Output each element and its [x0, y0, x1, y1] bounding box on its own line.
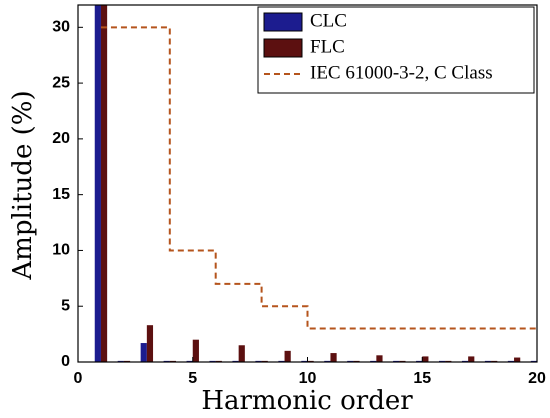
bar [284, 350, 291, 362]
bar [468, 356, 475, 362]
bar [376, 355, 383, 362]
legend-label: CLC [310, 10, 347, 31]
legend-swatch [263, 38, 303, 58]
y-tick-label: 0 [61, 353, 70, 370]
x-tick-label: 10 [299, 370, 317, 387]
y-tick-label: 30 [52, 19, 70, 36]
y-axis-label: Amplitude (%) [8, 90, 38, 280]
y-tick-label: 10 [52, 242, 70, 259]
bar [537, 361, 543, 362]
bar [238, 345, 245, 362]
x-tick-label: 0 [74, 370, 83, 387]
bar [94, 5, 101, 362]
bar [146, 325, 154, 362]
x-tick-label: 5 [188, 370, 197, 387]
y-tick-label: 5 [61, 297, 70, 314]
bar [192, 339, 199, 362]
bar [422, 356, 429, 362]
legend-box [257, 6, 535, 94]
y-tick-label: 15 [52, 186, 70, 203]
x-axis-label: Harmonic order [201, 386, 413, 416]
x-tick-label: 20 [528, 370, 546, 387]
bar [100, 5, 108, 362]
x-tick-label: 15 [413, 370, 431, 387]
y-tick-label: 20 [52, 130, 70, 147]
y-tick-label: 25 [52, 74, 70, 91]
bar [330, 353, 337, 362]
legend-swatch [263, 12, 303, 32]
legend: CLC FLC IEC 61000-3-2, C Class [257, 6, 535, 94]
legend-label: IEC 61000-3-2, C Class [310, 62, 493, 83]
bar [140, 343, 147, 362]
limit-line [100, 26, 537, 330]
legend-label: FLC [310, 36, 345, 57]
bar [514, 357, 521, 362]
